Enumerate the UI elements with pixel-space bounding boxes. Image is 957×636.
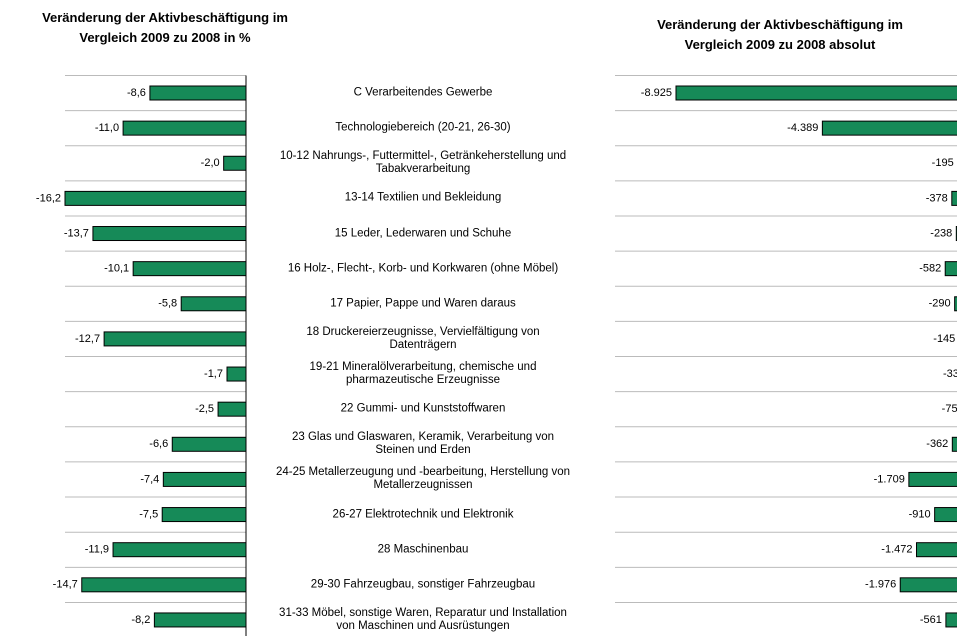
value-label: -14,7 [53, 579, 78, 591]
bar [92, 226, 247, 242]
value-label: -1.709 [874, 473, 905, 485]
category-label: 10-12 Nahrungs-, Futtermittel-, Getränke… [279, 150, 567, 176]
value-label: -8,6 [127, 87, 146, 99]
value-label: -2,0 [201, 157, 220, 169]
value-label: -195 [932, 157, 954, 169]
value-label: -561 [920, 614, 942, 626]
value-label: -1.976 [865, 579, 896, 591]
bar [122, 120, 247, 136]
value-label: -238 [930, 227, 952, 239]
category-label: 26-27 Elektrotechnik und Elektronik [332, 508, 514, 521]
value-label: -145 [933, 333, 955, 345]
value-label: -11,0 [95, 122, 119, 134]
bar [944, 261, 957, 277]
value-label: -1,7 [204, 368, 223, 380]
bar [899, 577, 957, 593]
bar [103, 331, 247, 347]
chart-title: Veränderung der Aktivbeschäftigung im Ve… [657, 17, 903, 52]
bar [951, 436, 957, 452]
value-label: -11,9 [85, 544, 109, 556]
value-label: -10,1 [104, 263, 129, 275]
value-label: -1.472 [881, 544, 912, 556]
bar [954, 296, 957, 312]
value-label: -7,4 [140, 473, 159, 485]
category-label: 28 Maschinenbau [377, 543, 469, 556]
category-label: 17 Papier, Pappe und Waren daraus [330, 297, 516, 310]
value-label: -6,6 [149, 438, 168, 450]
value-label: -33 [943, 368, 957, 380]
bar [934, 507, 957, 523]
value-label: -8.925 [641, 87, 672, 99]
bar [951, 190, 957, 206]
value-label: -910 [909, 508, 931, 520]
category-label: 31-33 Möbel, sonstige Waren, Reparatur u… [279, 606, 567, 632]
value-label: -378 [926, 192, 948, 204]
bar [945, 612, 957, 628]
value-label: -16,2 [36, 192, 61, 204]
category-label: 16 Holz-, Flecht-, Korb- und Korkwaren (… [287, 262, 559, 275]
category-label: 15 Leder, Lederwaren und Schuhe [334, 227, 512, 240]
bar [64, 190, 247, 206]
category-label: 19-21 Mineralölverarbeitung, chemische u… [309, 361, 537, 387]
category-label: Technologiebereich (20-21, 26-30) [335, 121, 511, 134]
bar [916, 542, 957, 558]
value-label: -362 [926, 438, 948, 450]
bar [675, 85, 957, 101]
category-label: 22 Gummi- und Kunststoffwaren [340, 402, 506, 415]
category-label: 29-30 Fahrzeugbau, sonstiger Fahrzeugbau [310, 578, 536, 591]
bar [132, 261, 247, 277]
chart-title: Veränderung der Aktivbeschäftigung im Ve… [42, 10, 288, 45]
value-label: -5,8 [158, 298, 177, 310]
value-label: -2,5 [195, 403, 214, 415]
category-label: 18 Druckereierzeugnisse, Vervielfältigun… [306, 325, 540, 351]
value-label: -8,2 [131, 614, 150, 626]
bar [821, 120, 957, 136]
category-label: 23 Glas und Glaswaren, Keramik, Verarbei… [291, 431, 555, 457]
value-label: -290 [929, 298, 951, 310]
category-label: 13-14 Textilien und Bekleidung [344, 191, 502, 204]
bar [149, 85, 247, 101]
value-label: -12,7 [75, 333, 100, 345]
category-label: 24-25 Metallerzeugung und -bearbeitung, … [275, 466, 571, 492]
bar [112, 542, 247, 558]
value-label: -13,7 [64, 227, 89, 239]
value-label: -582 [919, 263, 941, 275]
category-label: C Verarbeitendes Gewerbe [353, 86, 493, 99]
value-label: -75 [942, 403, 957, 415]
bar [81, 577, 247, 593]
bar [908, 471, 957, 487]
value-label: -7,5 [139, 508, 158, 520]
value-label: -4.389 [787, 122, 818, 134]
